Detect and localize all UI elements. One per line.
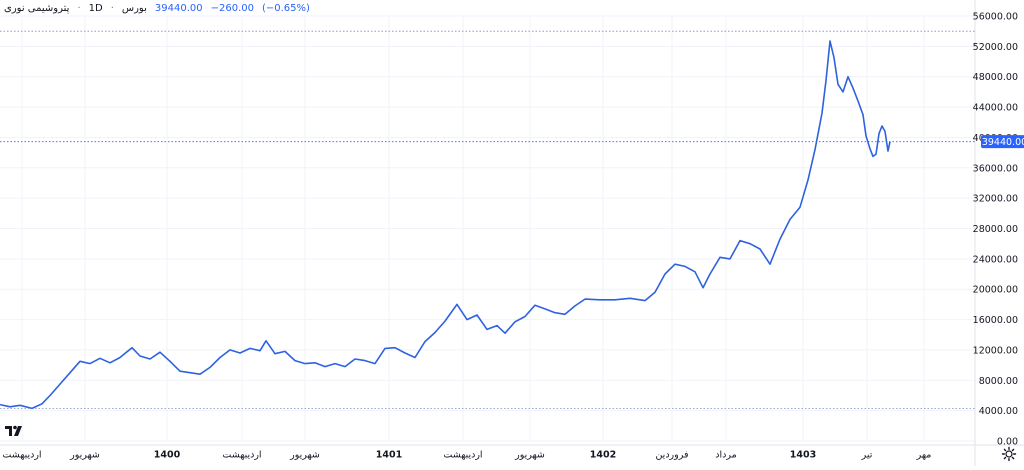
y-tick-label: 24000.00 bbox=[973, 254, 1018, 265]
exchange-label: بورس bbox=[121, 3, 147, 14]
interval-label[interactable]: 1D bbox=[88, 3, 103, 14]
x-tick-label: 1401 bbox=[376, 450, 402, 461]
settings-gear-icon[interactable] bbox=[1001, 446, 1017, 462]
y-tick-label: 16000.00 bbox=[973, 315, 1018, 326]
legend-separator: · bbox=[110, 3, 114, 14]
y-tick-label: 12000.00 bbox=[973, 345, 1018, 356]
tradingview-logo-icon[interactable] bbox=[4, 422, 26, 438]
x-tick-label: مهر bbox=[916, 450, 932, 461]
instrument-name[interactable]: پتروشیمی نوری bbox=[4, 3, 70, 14]
price-series-line[interactable] bbox=[0, 40, 891, 410]
y-tick-label: 36000.00 bbox=[973, 163, 1018, 174]
x-tick-label: مرداد bbox=[715, 450, 736, 461]
x-tick-label: فروردین bbox=[655, 450, 688, 461]
y-tick-label: 20000.00 bbox=[973, 285, 1018, 296]
y-tick-label: 8000.00 bbox=[979, 376, 1018, 387]
x-tick-label: اردیبهشت bbox=[2, 450, 41, 461]
x-tick-label: شهریور bbox=[289, 450, 320, 461]
last-price-badge bbox=[981, 135, 1024, 149]
legend-separator: · bbox=[77, 3, 81, 14]
reference-lines bbox=[0, 30, 975, 409]
y-tick-label: 56000.00 bbox=[973, 12, 1018, 23]
y-tick-label: 0.00 bbox=[997, 437, 1018, 448]
x-tick-label: اردیبهشت bbox=[443, 450, 482, 461]
x-tick-label: اردیبهشت bbox=[222, 450, 261, 461]
x-tick-label: 1402 bbox=[590, 450, 616, 461]
last-price-badge-label: 39440.00 bbox=[982, 137, 1024, 148]
x-tick-label: شهریور bbox=[69, 450, 100, 461]
last-price-value: 39440.00 bbox=[154, 3, 203, 14]
x-axis[interactable]: اردیبهشت شهریور 1400 اردیبهشت شهریور 1401 اردی… bbox=[2, 450, 931, 461]
y-tick-label: 32000.00 bbox=[973, 194, 1018, 205]
last-price-badge-group: 39440.00 bbox=[981, 135, 1024, 148]
x-tick-label: تیر bbox=[861, 450, 873, 461]
y-tick-label: 28000.00 bbox=[973, 224, 1018, 235]
y-tick-label: 48000.00 bbox=[973, 72, 1018, 83]
legend-bar[interactable]: پتروشیمی نوری · 1D · بورس 39440.00 −260.… bbox=[4, 3, 310, 14]
price-change-percent: (−0.65%) bbox=[261, 3, 310, 14]
x-tick-label: شهریور bbox=[514, 450, 545, 461]
y-tick-label: 4000.00 bbox=[979, 406, 1018, 417]
series-layer bbox=[0, 40, 891, 410]
x-tick-label: 1400 bbox=[154, 450, 181, 461]
x-tick-label: 1403 bbox=[790, 450, 816, 461]
y-axis[interactable]: 56000.0052000.0048000.0044000.0040000.00… bbox=[973, 12, 1018, 448]
price-change-value: −260.00 bbox=[210, 3, 254, 14]
y-tick-label: 44000.00 bbox=[973, 103, 1018, 114]
y-tick-label: 52000.00 bbox=[973, 42, 1018, 53]
